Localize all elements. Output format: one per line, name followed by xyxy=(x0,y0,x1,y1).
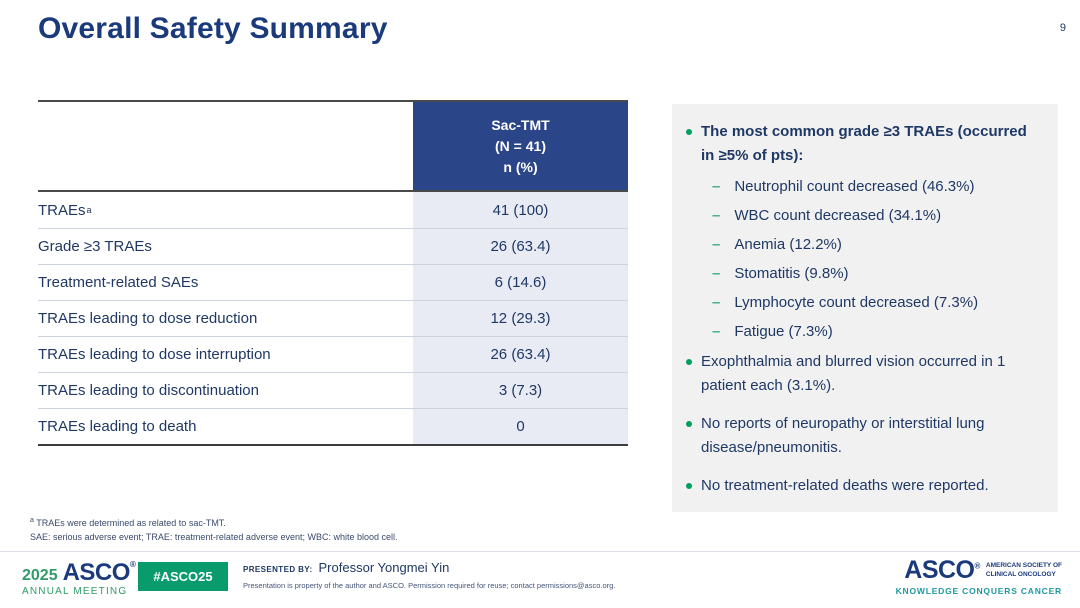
asco-society-text: AMERICAN SOCIETY OF CLINICAL ONCOLOGY xyxy=(986,562,1062,580)
sub-bullet-item: – WBC count decreased (34.1%) xyxy=(712,205,1044,227)
footnote-line: a TRAEs were determined as related to sa… xyxy=(30,516,398,531)
asco-logo: ASCO® AMERICAN SOCIETY OF CLINICAL ONCOL… xyxy=(895,556,1062,597)
table-row: Treatment-related SAEs 6 (14.6) xyxy=(38,264,628,300)
society-line: CLINICAL ONCOLOGY xyxy=(985,570,1056,578)
meeting-name: ASCO® xyxy=(62,559,136,586)
sub-bullet-item: – Fatigue (7.3%) xyxy=(712,321,1044,343)
bullet-text: No treatment-related deaths were reporte… xyxy=(701,477,989,494)
bullet-text: No reports of neuropathy or interstitial… xyxy=(701,415,985,456)
safety-summary-table: Sac-TMT (N = 41) n (%) TRAEs a 41 (100) Grade… xyxy=(38,100,628,446)
bullet-dot-icon xyxy=(686,359,692,365)
bullet-text: Exophthalmia and blurred vision occurred… xyxy=(701,353,1006,394)
row-label-superscript: a xyxy=(86,205,92,215)
meeting-year: 2025 xyxy=(22,567,58,584)
registered-mark: ® xyxy=(974,561,981,571)
hashtag-badge: #ASCO25 xyxy=(138,562,228,591)
row-label: TRAEs leading to dose interruption xyxy=(38,346,271,363)
row-label: TRAEs leading to dose reduction xyxy=(38,310,258,327)
footnote-line: SAE: serious adverse event; TRAE: treatm… xyxy=(30,531,398,542)
table-header-row: Sac-TMT (N = 41) n (%) xyxy=(38,102,628,192)
meeting-subtitle: ANNUAL MEETING xyxy=(22,586,128,597)
sub-bullet-text: Stomatitis (9.8%) xyxy=(734,265,849,282)
sub-bullet-item: – Lymphocyte count decreased (7.3%) xyxy=(712,292,1044,314)
row-value: 26 (63.4) xyxy=(413,229,628,264)
footer: 2025 ASCO® ANNUAL MEETING #ASCO25 PRESEN… xyxy=(0,552,1080,608)
sub-bullet-text: Anemia (12.2%) xyxy=(734,236,842,253)
presented-by-block: PRESENTED BY: Professor Yongmei Yin Pres… xyxy=(243,560,615,590)
table-header-spacer xyxy=(38,102,413,190)
table-row: TRAEs a 41 (100) xyxy=(38,192,628,228)
sub-bullet-text: Neutrophil count decreased (46.3%) xyxy=(734,178,975,195)
sub-bullet-text: Lymphocyte count decreased (7.3%) xyxy=(734,294,979,311)
presenter-name: Professor Yongmei Yin xyxy=(318,560,450,575)
row-label: TRAEs leading to discontinuation xyxy=(38,382,259,399)
bullet-text: The most common grade ≥3 TRAEs (occurred… xyxy=(701,123,1027,164)
row-value: 12 (29.3) xyxy=(413,301,628,336)
row-value: 0 xyxy=(413,409,628,444)
dash-icon: – xyxy=(712,207,721,224)
sub-bullet-item: – Neutrophil count decreased (46.3%) xyxy=(712,176,1044,198)
table-row: TRAEs leading to discontinuation 3 (7.3) xyxy=(38,372,628,408)
sub-bullet-item: – Stomatitis (9.8%) xyxy=(712,263,1044,285)
dash-icon: – xyxy=(712,294,721,311)
page-number: 9 xyxy=(1059,22,1066,34)
dash-icon: – xyxy=(712,323,721,340)
row-label: Grade ≥3 TRAEs xyxy=(38,238,152,255)
bullet-item: Exophthalmia and blurred vision occurred… xyxy=(686,350,1044,398)
footnote-text: TRAEs were determined as related to sac-… xyxy=(33,518,226,528)
asco-tagline: KNOWLEDGE CONQUERS CANCER xyxy=(895,586,1062,596)
page-title: Overall Safety Summary xyxy=(38,12,388,45)
row-value: 3 (7.3) xyxy=(413,373,628,408)
society-line: AMERICAN SOCIETY OF xyxy=(985,561,1062,569)
row-label: Treatment-related SAEs xyxy=(38,274,199,291)
table-header-line: Sac-TMT xyxy=(491,116,550,133)
dash-icon: – xyxy=(712,265,721,282)
key-findings-panel: The most common grade ≥3 TRAEs (occurred… xyxy=(672,104,1058,512)
sub-bullet-text: WBC count decreased (34.1%) xyxy=(734,207,942,224)
bullet-item: The most common grade ≥3 TRAEs (occurred… xyxy=(686,120,1044,168)
row-value: 26 (63.4) xyxy=(413,337,628,372)
row-value: 6 (14.6) xyxy=(413,265,628,300)
dash-icon: – xyxy=(712,236,721,253)
table-body: TRAEs a 41 (100) Grade ≥3 TRAEs 26 (63.4) Tre… xyxy=(38,192,628,444)
sub-bullet-item: – Anemia (12.2%) xyxy=(712,234,1044,256)
bullet-item: No treatment-related deaths were reporte… xyxy=(686,474,1044,498)
disclaimer-text: Presentation is property of the author a… xyxy=(243,581,616,590)
table-header-line: (N = 41) xyxy=(495,137,546,154)
row-label: TRAEs a xyxy=(38,201,92,219)
presented-by-label: PRESENTED BY: xyxy=(243,565,313,574)
footnotes: a TRAEs were determined as related to sa… xyxy=(30,516,398,545)
sub-bullet-list: – Neutrophil count decreased (46.3%) – WBC … xyxy=(712,176,1044,343)
table-row: TRAEs leading to death 0 xyxy=(38,408,628,444)
table-row: Grade ≥3 TRAEs 26 (63.4) xyxy=(38,228,628,264)
footer-divider xyxy=(0,551,1080,552)
row-value: 41 (100) xyxy=(413,192,628,228)
dash-icon: – xyxy=(712,178,721,195)
row-label: TRAEs leading to death xyxy=(38,418,197,435)
footnote-marker: a xyxy=(30,517,34,524)
bullet-dot-icon xyxy=(686,483,692,489)
sub-bullet-text: Fatigue (7.3%) xyxy=(734,323,833,340)
bullet-dot-icon xyxy=(686,129,692,135)
bullet-item: No reports of neuropathy or interstitial… xyxy=(686,412,1044,460)
bullet-dot-icon xyxy=(686,421,692,427)
table-header-cell: Sac-TMT (N = 41) n (%) xyxy=(413,102,628,190)
registered-mark: ® xyxy=(129,560,136,569)
table-header-line: n (%) xyxy=(503,158,538,175)
table-row: TRAEs leading to dose interruption 26 (63… xyxy=(38,336,628,372)
table-row: TRAEs leading to dose reduction 12 (29.3) xyxy=(38,300,628,336)
asco-wordmark: ASCO® xyxy=(904,556,981,584)
asco-annual-meeting-logo: 2025 ASCO® ANNUAL MEETING xyxy=(22,559,136,597)
